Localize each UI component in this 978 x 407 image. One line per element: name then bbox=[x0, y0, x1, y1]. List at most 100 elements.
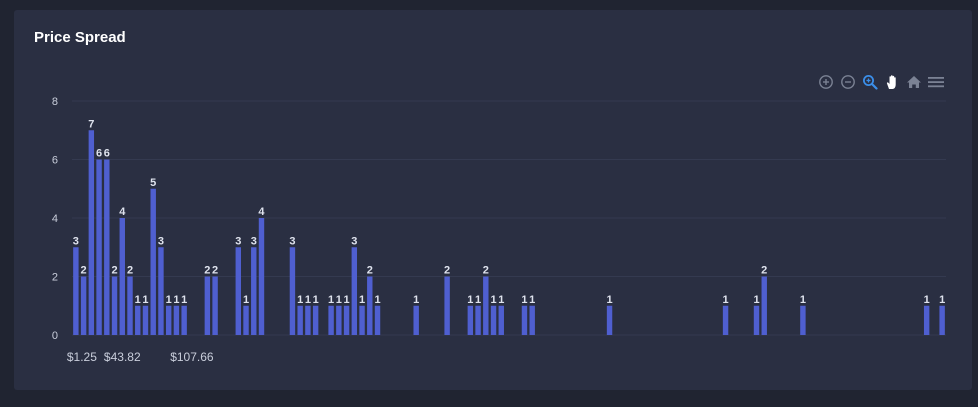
pan-hand-icon[interactable] bbox=[884, 74, 900, 90]
bar-value-label: 1 bbox=[173, 294, 179, 306]
bar-value-label: 3 bbox=[251, 235, 257, 247]
bar[interactable] bbox=[367, 276, 373, 336]
bar-value-label: 5 bbox=[150, 177, 156, 189]
menu-icon[interactable] bbox=[928, 74, 944, 90]
bar[interactable] bbox=[475, 305, 481, 335]
bar-value-label: 1 bbox=[359, 294, 365, 306]
bar[interactable] bbox=[753, 305, 760, 335]
bar[interactable] bbox=[413, 305, 419, 335]
y-axis-ticks: 0 2 4 6 8 bbox=[52, 96, 58, 342]
bar-value-label: 1 bbox=[800, 294, 806, 306]
bar[interactable] bbox=[359, 305, 365, 335]
bars bbox=[73, 130, 945, 335]
bar[interactable] bbox=[251, 247, 257, 335]
y-tick-label: 0 bbox=[52, 330, 58, 342]
bar[interactable] bbox=[343, 305, 350, 335]
bar-value-label: 1 bbox=[142, 294, 148, 306]
bar-value-label: 1 bbox=[924, 294, 930, 306]
x-tick-label: $43.82 bbox=[104, 350, 141, 364]
bar-value-label: 3 bbox=[289, 235, 295, 247]
bar-value-label: 1 bbox=[297, 294, 303, 306]
bar-value-label: 2 bbox=[127, 265, 133, 277]
bar[interactable] bbox=[88, 130, 95, 335]
bar[interactable] bbox=[258, 218, 265, 335]
bar[interactable] bbox=[111, 276, 118, 336]
bar[interactable] bbox=[761, 276, 767, 336]
bar[interactable] bbox=[96, 159, 102, 336]
bar-value-label: 1 bbox=[939, 294, 945, 306]
bar[interactable] bbox=[204, 276, 211, 336]
bar-value-label: 2 bbox=[204, 265, 210, 277]
bar[interactable] bbox=[73, 247, 79, 335]
bar[interactable] bbox=[119, 218, 125, 335]
bar-value-label: 2 bbox=[81, 265, 87, 277]
y-tick-label: 4 bbox=[52, 213, 58, 225]
bar[interactable] bbox=[235, 247, 241, 335]
bar-value-label: 1 bbox=[374, 294, 380, 306]
bar-value-label: 2 bbox=[111, 265, 117, 277]
bar-value-label: 2 bbox=[483, 265, 489, 277]
bar[interactable] bbox=[529, 305, 535, 335]
bar[interactable] bbox=[289, 247, 296, 335]
home-reset-icon[interactable] bbox=[906, 74, 922, 90]
bar-value-label: 3 bbox=[235, 235, 241, 247]
bar[interactable] bbox=[800, 305, 806, 335]
bar[interactable] bbox=[606, 305, 613, 335]
bar-value-label: 6 bbox=[96, 148, 102, 160]
bar[interactable] bbox=[483, 276, 489, 336]
bar[interactable] bbox=[490, 305, 497, 335]
y-tick-label: 2 bbox=[52, 272, 58, 284]
bar[interactable] bbox=[150, 188, 156, 335]
zoom-out-icon[interactable] bbox=[840, 74, 856, 90]
bar[interactable] bbox=[336, 305, 342, 335]
bar[interactable] bbox=[305, 305, 311, 335]
bar-value-label: 1 bbox=[336, 294, 342, 306]
bar[interactable] bbox=[80, 276, 87, 336]
bar[interactable] bbox=[181, 305, 187, 335]
bar[interactable] bbox=[142, 305, 149, 335]
bar[interactable] bbox=[165, 305, 172, 335]
bar[interactable] bbox=[521, 305, 528, 335]
bar-value-label: 2 bbox=[444, 265, 450, 277]
bar-value-label: 1 bbox=[475, 294, 481, 306]
bar[interactable] bbox=[351, 247, 358, 335]
bar-value-label: 1 bbox=[606, 294, 612, 306]
chart-title: Price Spread bbox=[34, 29, 126, 46]
bar[interactable] bbox=[212, 276, 218, 336]
bar[interactable] bbox=[923, 305, 930, 335]
y-tick-label: 6 bbox=[52, 155, 58, 167]
bar-value-label: 1 bbox=[166, 294, 172, 306]
bar[interactable] bbox=[173, 305, 180, 335]
bar[interactable] bbox=[444, 276, 450, 336]
bar-value-label: 1 bbox=[490, 294, 496, 306]
bar[interactable] bbox=[127, 276, 133, 336]
bar-value-label: 1 bbox=[521, 294, 527, 306]
bar-value-label: 3 bbox=[351, 235, 357, 247]
bar[interactable] bbox=[297, 305, 303, 335]
bar[interactable] bbox=[104, 159, 110, 336]
bar[interactable] bbox=[722, 305, 729, 335]
bar[interactable] bbox=[312, 305, 319, 335]
bar-value-label: 6 bbox=[104, 148, 110, 160]
bar[interactable] bbox=[158, 247, 164, 335]
bar[interactable] bbox=[498, 305, 504, 335]
bar-value-label: 1 bbox=[135, 294, 141, 306]
bar[interactable] bbox=[328, 305, 334, 335]
selection-zoom-icon[interactable] bbox=[862, 74, 878, 90]
bar[interactable] bbox=[135, 305, 141, 335]
bar-value-label: 2 bbox=[367, 265, 373, 277]
bar[interactable] bbox=[374, 305, 381, 335]
bar-value-label: 1 bbox=[328, 294, 334, 306]
bar-value-label: 1 bbox=[413, 294, 419, 306]
bar-value-label: 2 bbox=[761, 265, 767, 277]
zoom-in-icon[interactable] bbox=[818, 74, 834, 90]
bar-value-label: 1 bbox=[313, 294, 319, 306]
bar-value-label: 1 bbox=[305, 294, 311, 306]
bar-value-label: 1 bbox=[753, 294, 759, 306]
bar[interactable] bbox=[939, 305, 945, 335]
bar[interactable] bbox=[467, 305, 474, 335]
chart-toolbar bbox=[818, 74, 944, 90]
bar-value-label: 1 bbox=[529, 294, 535, 306]
bar[interactable] bbox=[243, 305, 249, 335]
